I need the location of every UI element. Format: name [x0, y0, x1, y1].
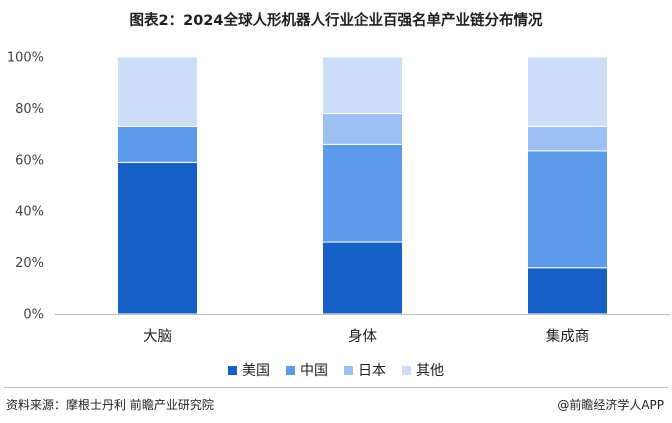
- bar-segment: [322, 56, 403, 115]
- legend-item: 美国: [228, 360, 270, 380]
- bar-segment: [322, 143, 403, 243]
- legend-label: 其他: [416, 363, 444, 379]
- legend-swatch: [228, 365, 237, 375]
- bars: [117, 56, 608, 315]
- legend: 美国 中国 日本 其他: [0, 360, 672, 380]
- legend-label: 美国: [242, 363, 270, 379]
- chart-title: 图表2：2024全球人形机器人行业企业百强名单产业链分布情况: [129, 13, 543, 29]
- y-tick-label: 100%: [7, 51, 44, 66]
- y-tick-label: 0%: [23, 308, 44, 323]
- category-label: 身体: [348, 328, 377, 345]
- y-tick-label: 40%: [15, 205, 44, 220]
- legend-swatch: [286, 365, 295, 375]
- legend-label: 中国: [300, 363, 328, 379]
- y-tick-label: 20%: [15, 256, 44, 271]
- bar-segment: [117, 56, 198, 127]
- legend-swatch: [402, 365, 411, 375]
- category-label: 大脑: [143, 328, 172, 345]
- bar-segment: [322, 113, 403, 145]
- legend-item: 其他: [402, 360, 444, 380]
- stacked-bar-chart: 0% 20% 40% 60% 80% 100% 大脑 身体 集成商: [7, 51, 670, 345]
- credit-note: @前瞻经济学人APP: [557, 398, 664, 412]
- bar-segment: [117, 161, 198, 315]
- legend-swatch: [344, 365, 353, 375]
- category-labels: 大脑 身体 集成商: [143, 328, 589, 345]
- legend-item: 日本: [344, 360, 386, 380]
- category-label: 集成商: [546, 328, 590, 345]
- source-note: 资料来源：摩根士丹利 前瞻产业研究院: [6, 398, 214, 412]
- y-tick-label: 60%: [15, 153, 44, 168]
- bar-segment: [527, 150, 608, 269]
- bar-segment: [527, 125, 608, 152]
- bar-segment: [527, 56, 608, 127]
- legend-item: 中国: [286, 360, 328, 380]
- y-axis-ticks: 0% 20% 40% 60% 80% 100%: [7, 51, 44, 323]
- y-tick-label: 80%: [15, 102, 44, 117]
- footer-divider: [4, 387, 668, 388]
- bar-segment: [117, 125, 198, 163]
- bar-segment: [322, 241, 403, 315]
- legend-label: 日本: [358, 363, 386, 379]
- bar-segment: [527, 267, 608, 315]
